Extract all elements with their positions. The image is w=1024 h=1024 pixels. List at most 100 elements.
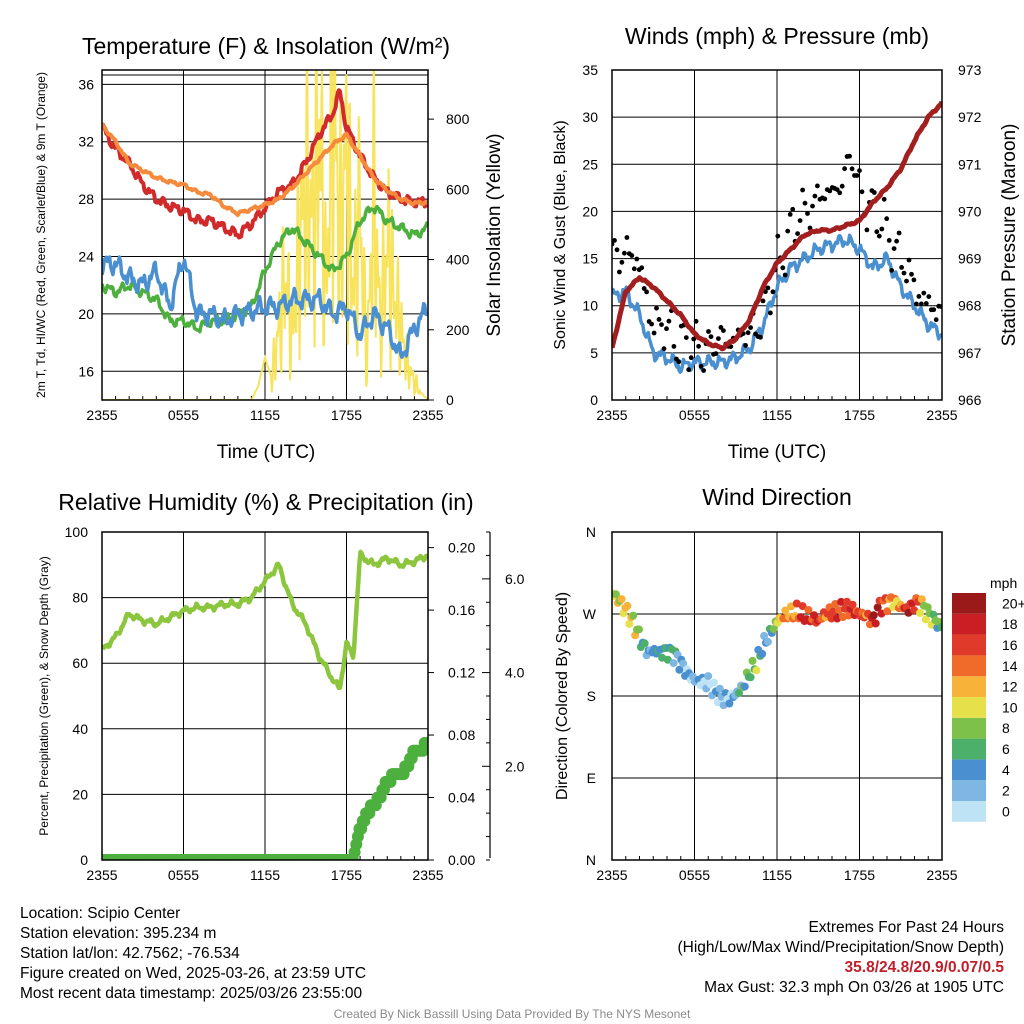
temp-y-tick-label: 20 (78, 306, 94, 322)
direction-point (883, 607, 892, 616)
direction-point (725, 699, 734, 708)
colorbar-swatch (952, 738, 986, 760)
rh-y-axis-label: Percent, Precipitation (Green), & Snow D… (37, 556, 51, 835)
colorbar-swatch (952, 593, 986, 614)
temp-y-axis-label: 2m T, Td, HI/WC (Red, Green, Scarlet/Blu… (34, 72, 48, 398)
snow-y-tick-label: 2.0 (505, 758, 525, 774)
temp-x-tick-label: 1755 (331, 407, 362, 423)
gust-point (889, 268, 895, 273)
pressure-y-tick-label: 973 (958, 62, 982, 78)
pressure-y-tick-label: 969 (958, 251, 982, 267)
precip-y-tick-label: 0.20 (448, 540, 475, 556)
gust-point (864, 227, 870, 233)
gust-point (891, 246, 897, 252)
created-text: Figure created on Wed, 2025-03-26, at 23… (20, 965, 367, 982)
direction-point (735, 689, 743, 697)
colorbar-label: 4 (1002, 762, 1010, 778)
dir-y-tick-label: N (586, 524, 596, 540)
direction-point (798, 602, 807, 611)
temp-y-tick-label: 28 (78, 191, 94, 207)
gust-point (854, 173, 860, 178)
gust-point (698, 363, 704, 369)
dir-x-tick-label: 1155 (762, 867, 792, 883)
temp-plot-frame (101, 69, 429, 401)
speed-colorbar: mph 0 2 4 6 8 10 12 14 16 18 20+ (952, 575, 1024, 822)
gust-point (713, 351, 719, 356)
direction-point (629, 611, 638, 620)
colorbar-swatch (952, 801, 986, 822)
gust-point (795, 231, 800, 237)
dir-x-tick-label: 2355 (596, 867, 627, 883)
max-gust-text: Max Gust: 32.3 mph On 03/26 at 1905 UTC (704, 979, 1004, 996)
gust-point (874, 229, 880, 235)
gust-point (911, 277, 917, 283)
rh-series-group (102, 549, 428, 860)
winds-y-tick-label: 0 (590, 392, 598, 408)
colorbar-label: 20+ (1002, 595, 1024, 611)
gust-point (916, 294, 922, 299)
rh-y-tick-label: 100 (65, 524, 89, 540)
direction-point (916, 609, 924, 617)
orange-temperature-line (102, 122, 428, 218)
gust-point (847, 153, 852, 159)
dir-y-tick-label: S (587, 688, 596, 704)
direction-point (758, 649, 767, 658)
gust-point (899, 265, 904, 270)
gust-point (785, 228, 791, 234)
direction-point (763, 637, 772, 646)
gust-point (676, 359, 682, 365)
colorbar-swatch (952, 676, 986, 697)
winds-x-axis-label: Time (UTC) (728, 442, 827, 463)
gust-point (688, 355, 694, 361)
gust-point (896, 230, 902, 236)
direction-point (840, 604, 849, 613)
gust-point (839, 183, 845, 189)
precip-point (420, 736, 428, 749)
dir-x-tick-label: 2355 (926, 867, 957, 883)
elevation-text: Station elevation: 395.234 m (20, 925, 217, 942)
gust-point (696, 343, 701, 349)
gust-point (743, 343, 748, 348)
humidity-line (102, 549, 428, 691)
precip-y-tick-label: 0.08 (448, 727, 475, 743)
colorbar-label: 12 (1002, 679, 1018, 695)
direction-point (748, 656, 757, 665)
pressure-line (612, 100, 942, 352)
rh-x-tick-label: 2355 (412, 867, 443, 883)
temp-x-tick-label: 2355 (412, 407, 443, 423)
winds-y-axis-label: Sonic Wind & Gust (Blue, Black) (552, 120, 569, 349)
gust-point (859, 189, 865, 195)
direction-point (827, 614, 836, 623)
dir-plot-frame (611, 531, 943, 861)
temp-x-tick-label: 1155 (250, 407, 280, 423)
dir-y-axis-label: Direction (Colored By Speed) (554, 592, 571, 800)
pressure-y-tick-label: 968 (958, 298, 982, 314)
direction-point (746, 673, 755, 682)
gust-point (661, 346, 667, 352)
temp-x-tick-label: 2355 (86, 407, 117, 423)
colorbar-swatch (952, 613, 986, 635)
pressure-y-tick-label: 970 (958, 203, 982, 219)
rh-x-tick-label: 0555 (168, 867, 199, 883)
gust-point (857, 168, 862, 174)
precip-y-tick-label: 0.16 (448, 602, 475, 618)
gust-point (842, 166, 847, 172)
pressure-y-tick-label: 967 (958, 345, 982, 361)
colorbar-swatch (952, 655, 986, 677)
direction-point (752, 666, 761, 675)
rh-y-tick-label: 0 (80, 852, 88, 868)
gust-point (758, 334, 763, 340)
gust-point (748, 325, 753, 330)
insolation-y-tick-label: 200 (446, 322, 470, 338)
wind-speed-line (612, 233, 942, 374)
direction-point (663, 655, 672, 664)
direction-point (640, 639, 649, 648)
winds-y-tick-label: 10 (582, 298, 598, 314)
gust-point (659, 322, 664, 327)
colorbar-swatch (952, 759, 986, 781)
gust-point (745, 330, 751, 336)
gust-point (612, 238, 617, 243)
colorbar-swatch (952, 780, 986, 801)
winds-x-tick-label: 2355 (596, 407, 627, 423)
